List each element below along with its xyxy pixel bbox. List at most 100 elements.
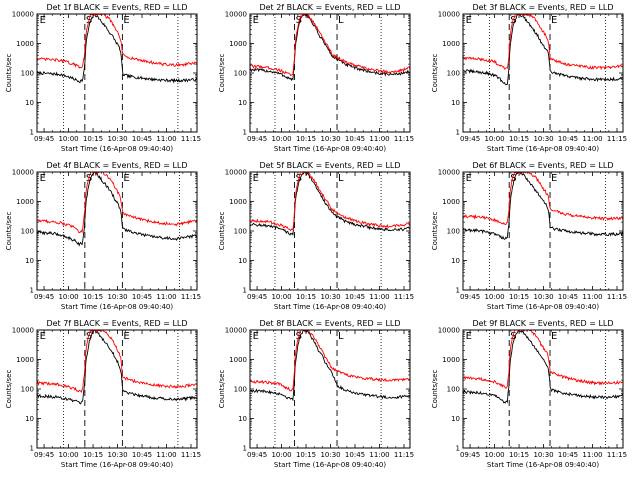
y-tick-label: 1000 — [16, 40, 34, 48]
x-tick-label: 10:00 — [484, 451, 504, 459]
y-tick-label: 1000 — [442, 40, 460, 48]
y-tick-label: 100 — [447, 386, 460, 394]
plot-frame — [462, 13, 624, 133]
x-tick-label: 09:45 — [247, 293, 267, 301]
x-tick-label: 10:30 — [533, 293, 553, 301]
x-tick-label: 10:00 — [484, 293, 504, 301]
lld-series-line — [463, 14, 623, 71]
x-tick-label: 09:45 — [247, 135, 267, 143]
panel-title: Det 3f BLACK = Events, RED = LLD — [472, 3, 613, 12]
x-axis-label: Start Time (16-Apr-08 09:40:40) — [61, 461, 173, 469]
detector-panel: Det 7f BLACK = Events, RED = LLD Counts/s… — [5, 319, 201, 469]
y-tick-label: 10 — [238, 415, 247, 423]
x-tick-label: 10:45 — [345, 135, 365, 143]
x-tick-label: 10:30 — [533, 135, 553, 143]
x-ticks: 09:45 10:00 10:15 10:30 10:45 11:00 11:15 — [460, 172, 627, 301]
plot-frame — [36, 13, 198, 133]
y-tick-label: 10 — [451, 257, 460, 265]
detector-panel: Det 3f BLACK = Events, RED = LLD Counts/s… — [431, 3, 627, 153]
detector-panel: Det 5f BLACK = Events, RED = LLD Counts/s… — [218, 161, 414, 311]
x-tick-label: 11:15 — [394, 451, 414, 459]
x-axis-label: Start Time (16-Apr-08 09:40:40) — [487, 461, 599, 469]
x-tick-label: 11:00 — [582, 293, 602, 301]
y-tick-label: 1 — [30, 129, 34, 137]
y-tick-label: 1000 — [16, 356, 34, 364]
x-tick-label: 10:45 — [345, 293, 365, 301]
x-tick-label: 10:00 — [271, 135, 291, 143]
y-tick-label: 100 — [234, 386, 247, 394]
y-axis-label: Counts/sec — [5, 212, 13, 251]
events-series-line — [37, 172, 197, 247]
y-tick-label: 1000 — [16, 198, 34, 206]
x-tick-label: 10:15 — [509, 293, 529, 301]
y-tick-label: 10000 — [12, 169, 34, 177]
x-tick-label: 10:15 — [83, 451, 103, 459]
y-tick-label: 1 — [243, 445, 247, 453]
y-tick-label: 100 — [234, 228, 247, 236]
x-tick-label: 11:00 — [156, 135, 176, 143]
y-tick-label: 10000 — [12, 327, 34, 335]
x-tick-label: 11:15 — [394, 293, 414, 301]
x-tick-label: 11:15 — [607, 135, 627, 143]
plot-frame — [249, 171, 411, 291]
y-axis-label: Counts/sec — [431, 212, 439, 251]
panel-title: Det 9f BLACK = Events, RED = LLD — [472, 319, 613, 328]
marker-label: E — [123, 15, 129, 26]
panel-title: Det 4f BLACK = Events, RED = LLD — [46, 161, 187, 170]
y-tick-label: 1000 — [442, 356, 460, 364]
y-tick-label: 10 — [25, 99, 34, 107]
y-tick-label: 10 — [25, 415, 34, 423]
series-group — [250, 330, 410, 402]
marker-label: E — [551, 173, 557, 184]
y-tick-label: 10 — [238, 257, 247, 265]
panel-title: Det 7f BLACK = Events, RED = LLD — [46, 319, 187, 328]
x-axis-label: Start Time (16-Apr-08 09:40:40) — [61, 145, 173, 153]
x-tick-label: 11:15 — [394, 135, 414, 143]
series-group — [463, 330, 623, 404]
y-tick-label: 10 — [451, 415, 460, 423]
y-tick-label: 10000 — [12, 11, 34, 19]
detector-panel: Det 2f BLACK = Events, RED = LLD Counts/s… — [218, 3, 414, 153]
events-series-line — [463, 330, 623, 404]
x-tick-label: 11:00 — [369, 451, 389, 459]
marker-label: L — [338, 331, 344, 342]
detector-panel: Det 1f BLACK = Events, RED = LLD Counts/s… — [5, 3, 201, 153]
x-tick-label: 10:45 — [132, 135, 152, 143]
x-axis-label: Start Time (16-Apr-08 09:40:40) — [487, 303, 599, 311]
y-axis-label: Counts/sec — [5, 54, 13, 93]
x-tick-label: 11:00 — [582, 135, 602, 143]
y-tick-label: 100 — [447, 70, 460, 78]
marker-label: E — [551, 15, 557, 26]
y-tick-label: 1 — [30, 287, 34, 295]
x-tick-label: 11:15 — [181, 135, 201, 143]
series-group — [37, 14, 197, 84]
lld-series-line — [37, 330, 197, 394]
marker-label: E — [253, 15, 259, 26]
y-tick-label: 1000 — [229, 356, 247, 364]
marker-label: E — [123, 173, 129, 184]
panel-title: Det 8f BLACK = Events, RED = LLD — [259, 319, 400, 328]
y-axis-label: Counts/sec — [431, 54, 439, 93]
y-tick-label: 100 — [21, 70, 34, 78]
events-series-line — [250, 14, 410, 82]
lld-series-line — [250, 330, 410, 392]
x-tick-label: 11:00 — [156, 451, 176, 459]
x-tick-label: 10:15 — [296, 451, 316, 459]
y-ticks: 1 10 100 1000 10000 — [438, 11, 623, 137]
x-tick-label: 09:45 — [460, 293, 480, 301]
x-tick-label: 10:00 — [58, 293, 78, 301]
y-axis-label: Counts/sec — [431, 370, 439, 409]
x-tick-label: 10:15 — [509, 135, 529, 143]
marker-label: S — [510, 173, 516, 184]
marker-label: E — [466, 173, 472, 184]
plot-frame — [36, 171, 198, 291]
events-series-line — [37, 14, 197, 84]
series-group — [463, 172, 623, 240]
x-tick-label: 10:15 — [83, 135, 103, 143]
x-tick-label: 10:00 — [58, 135, 78, 143]
y-tick-label: 10000 — [225, 169, 247, 177]
y-ticks: 1 10 100 1000 10000 — [438, 169, 623, 295]
y-ticks: 1 10 100 1000 10000 — [438, 327, 623, 453]
